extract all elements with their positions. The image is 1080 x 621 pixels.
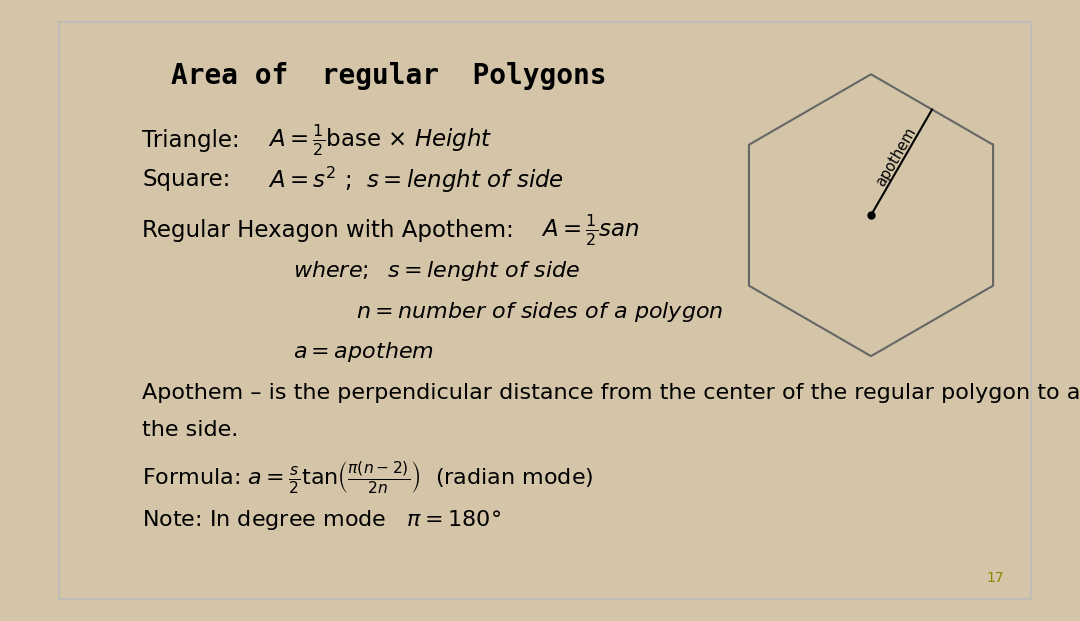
Text: Formula: $a = \frac{s}{2}$tan$\left(\frac{\pi(n-2)}{2n}\right)$  (radian mode): Formula: $a = \frac{s}{2}$tan$\left(\fra… — [143, 460, 594, 496]
Text: $n = \mathit{number\ of\ sides\ of\ a\ polygon}$: $n = \mathit{number\ of\ sides\ of\ a\ p… — [356, 300, 724, 324]
Text: $\mathit{where;}$  $s = \mathit{lenght\ of\ side}$: $\mathit{where;}$ $s = \mathit{lenght\ o… — [293, 259, 580, 283]
Text: Note: In degree mode   $\pi = 180°$: Note: In degree mode $\pi = 180°$ — [143, 507, 501, 532]
Text: Square:: Square: — [143, 168, 230, 191]
Text: Regular Hexagon with Apothem:: Regular Hexagon with Apothem: — [143, 219, 514, 242]
Text: Triangle:: Triangle: — [143, 129, 240, 152]
Text: 17: 17 — [986, 571, 1004, 585]
Text: $A = \frac{1}{2}$base $\times$ $\mathit{Height}$: $A = \frac{1}{2}$base $\times$ $\mathit{… — [268, 122, 492, 158]
Text: Area of  regular  Polygons: Area of regular Polygons — [171, 62, 607, 90]
Text: the side.: the side. — [143, 420, 239, 440]
Text: apothem: apothem — [874, 124, 919, 189]
Text: Apothem – is the perpendicular distance from the center of the regular polygon t: Apothem – is the perpendicular distance … — [143, 383, 1080, 402]
Text: $a = \mathit{apothem}$: $a = \mathit{apothem}$ — [293, 340, 434, 364]
Text: $A = s^2$ ;  $s = \mathit{lenght\ of\ side}$: $A = s^2$ ; $s = \mathit{lenght\ of\ sid… — [268, 165, 565, 195]
Text: $A = \frac{1}{2}san$: $A = \frac{1}{2}san$ — [541, 213, 639, 248]
